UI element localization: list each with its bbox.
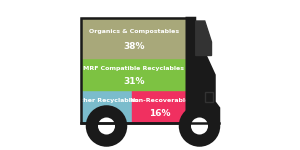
Circle shape [97, 117, 116, 135]
Polygon shape [187, 18, 219, 123]
Text: MRF Compatible Recyclables: MRF Compatible Recyclables [83, 66, 184, 71]
Polygon shape [196, 21, 212, 56]
Text: Other Recyclables: Other Recyclables [75, 98, 139, 103]
Text: Non-Recoverable: Non-Recoverable [129, 98, 190, 103]
Bar [81, 58, 187, 90]
Bar [205, 92, 213, 102]
Bar [81, 90, 132, 123]
Text: 16%: 16% [149, 109, 170, 118]
Text: Organics & Compostables: Organics & Compostables [89, 29, 179, 34]
Text: 31%: 31% [123, 77, 145, 86]
Text: 15%: 15% [96, 109, 117, 118]
Bar [81, 18, 187, 123]
Circle shape [87, 106, 126, 146]
Text: 38%: 38% [123, 42, 145, 51]
Bar [81, 18, 187, 58]
Circle shape [190, 117, 209, 135]
Circle shape [180, 106, 219, 146]
Bar [132, 90, 187, 123]
